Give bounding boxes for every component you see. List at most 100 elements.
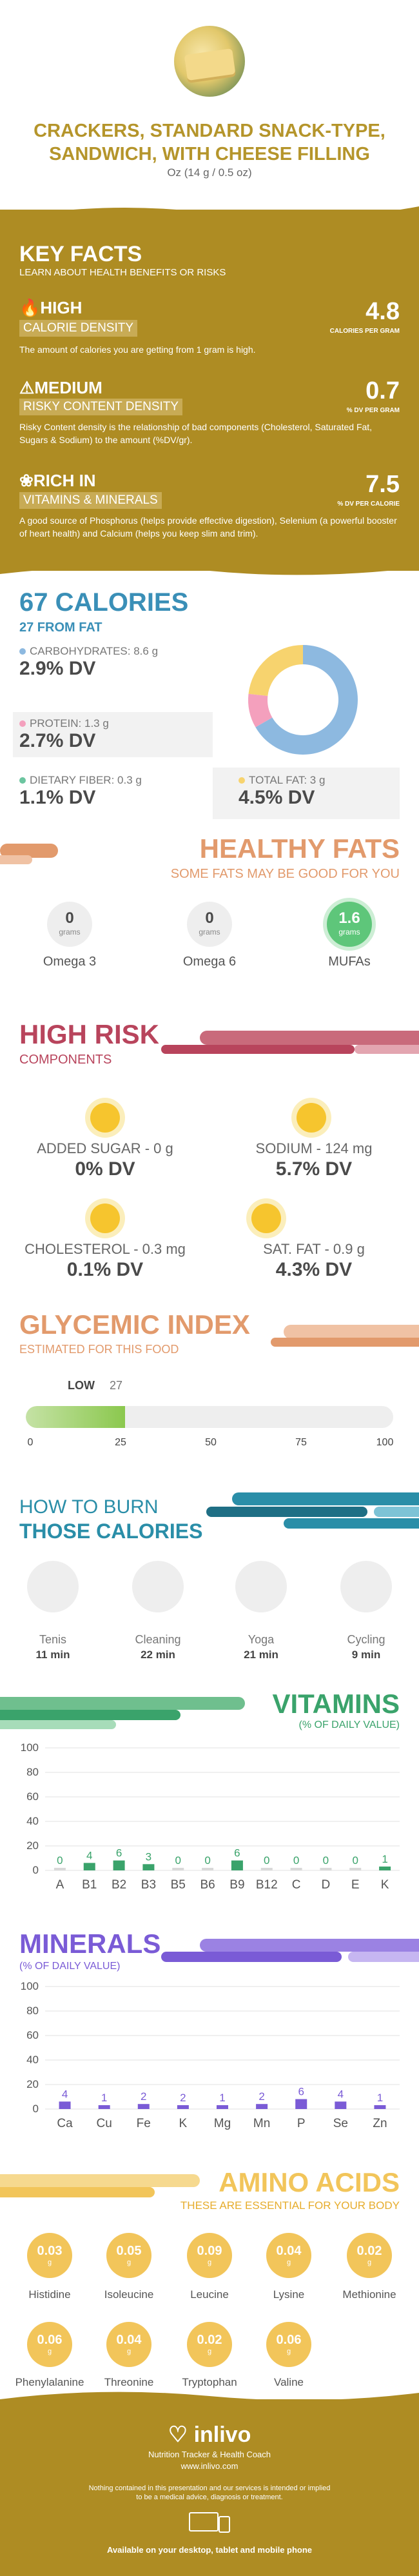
carbs-block: CARBOHYDRATES: 8.6 g 2.9% DV [19,645,213,690]
mineral-ytick-label: 60 [26,2029,39,2041]
vitamin-value-label: 4 [86,1849,92,1861]
histidine-label: Histidine [28,2288,71,2301]
valine-circle: 0.06 g [266,2322,311,2367]
omega3-unit: grams [59,927,81,936]
lysine-label: Lysine [273,2288,305,2301]
omega3-circle: 0 grams [47,902,92,947]
leucine-unit: g [207,2259,212,2266]
vitamin-value-label: 0 [57,1854,63,1867]
omega6-label: Omega 6 [182,955,237,969]
omega6-unit: grams [199,927,220,936]
mineral-value-label: 2 [180,2092,186,2104]
calories-donut-chart [248,645,358,755]
calories-from-fat: 27 FROM FAT [19,620,102,635]
donut-slice-protein [248,693,273,728]
fact-1-description: The amount of calories you are getting f… [19,344,256,355]
footer-brand[interactable]: ♡ inlivo [168,2422,251,2447]
vitamin-ytick-label: 0 [33,1864,39,1876]
vitamin-bar-a [54,1868,66,1870]
mineral-category-label: P [297,2117,306,2130]
food-image [174,26,245,97]
vitamins-subtitle: (% OF DAILY VALUE) [298,1719,400,1730]
vitamin-category-label: B1 [82,1878,97,1892]
leucine-circle: 0.09 g [187,2233,232,2278]
vitamin-value-label: 0 [353,1854,358,1867]
omega6-circle: 0 grams [187,902,232,947]
protein-label: PROTEIN: 1.3 g [30,717,109,729]
protein-block: PROTEIN: 1.3 g 2.7% DV [13,712,213,757]
tennis-label: Tenis [39,1633,67,1646]
high-risk-title: HIGH RISK [19,1019,160,1049]
mufas-value: 1.6 [338,909,360,927]
glycemic-subtitle: ESTIMATED FOR THIS FOOD [19,1343,179,1356]
mineral-bar-p [295,2099,307,2109]
phenylalanine-circle: 0.06 g [27,2322,72,2367]
minerals-title: MINERALS [19,1928,161,1959]
fat-dot-icon [239,777,245,784]
fiber-label: DIETARY FIBER: 0.3 g [30,774,142,786]
fact-2-pill: RISKY CONTENT DENSITY [19,399,183,415]
mineral-ytick-label: 0 [33,2103,39,2115]
mineral-category-label: Mn [253,2117,270,2130]
footer-disclaimer-1: Nothing contained in this presentation a… [88,2484,331,2492]
calories-title: 67 CALORIES [19,588,189,617]
sodium-dv: 5.7% DV [275,1158,353,1180]
smiley-icon [90,1103,120,1133]
gi-tick-25: 25 [115,1437,126,1448]
added-sugar-dv: 0% DV [75,1158,135,1180]
isoleucine-circle: 0.05 g [106,2233,151,2278]
mineral-bar-zn [374,2105,386,2109]
amino-ribbon [0,2174,200,2197]
fat-dv: 4.5% DV [239,787,315,808]
fact-1-pill: CALORIE DENSITY [19,320,138,337]
mineral-value-label: 1 [377,2092,383,2104]
mineral-category-label: Se [333,2117,348,2130]
burn-ribbon [206,1492,419,1529]
mineral-value-label: 2 [141,2090,146,2103]
yoga-minutes: 21 min [244,1649,278,1661]
cleaning-label: Cleaning [135,1633,181,1646]
fiber-block: DIETARY FIBER: 0.3 g 1.1% DV [19,774,213,819]
key-facts-title: KEY FACTS [19,242,142,266]
lysine-circle: 0.04 g [266,2233,311,2278]
footer-url[interactable]: www.inlivo.com [180,2461,239,2471]
vitamin-category-label: B2 [112,1878,126,1892]
tennis-minutes: 11 min [35,1649,70,1661]
footer-tagline: Nutrition Tracker & Health Coach [148,2450,271,2459]
threonine-unit: g [126,2348,132,2355]
burn-title-1: HOW TO BURN [19,1496,159,1518]
mineral-bar-ca [59,2101,71,2109]
carbs-dv: 2.9% DV [19,658,96,679]
fact-3-badge: ❀RICH IN [19,471,96,490]
histidine-value: 0.03 [37,2244,63,2258]
protein-dv: 2.7% DV [19,730,96,751]
methionine-unit: g [367,2259,372,2266]
vitamin-bar-d [320,1868,332,1870]
gi-tick-50: 50 [205,1437,217,1448]
key-facts-wave-bottom [0,561,419,575]
smiley-icon [297,1103,326,1133]
high-risk-subtitle: COMPONENTS [19,1053,112,1067]
fact-2-unit: % DV PER GRAM [346,407,400,414]
vitamin-value-label: 3 [146,1850,151,1863]
vitamin-category-label: K [381,1878,389,1892]
leaf-icon: ❀ [19,471,34,490]
methionine-label: Methionine [342,2288,396,2301]
glycemic-value: 27 [110,1379,123,1392]
threonine-circle: 0.04 g [106,2322,151,2367]
vitamin-category-label: C [292,1878,301,1892]
vitamin-ytick-label: 100 [21,1741,39,1754]
mineral-ytick-label: 80 [26,2005,39,2017]
mufas-label: MUFAs [328,955,371,969]
cycling-label: Cycling [347,1633,385,1646]
omega3-value: 0 [65,909,74,927]
vitamin-value-label: 6 [234,1847,240,1859]
warning-icon: ⚠ [19,378,35,397]
mineral-value-label: 2 [258,2090,264,2103]
cholesterol-label: CHOLESTEROL - 0.3 mg [24,1241,186,1257]
vitamin-bar-b6 [202,1868,214,1870]
mufas-circle: 1.6 grams [327,902,372,947]
glycemic-bar-fill [26,1406,125,1428]
cholesterol-dv: 0.1% DV [66,1259,144,1280]
protein-dot-icon [19,720,26,727]
